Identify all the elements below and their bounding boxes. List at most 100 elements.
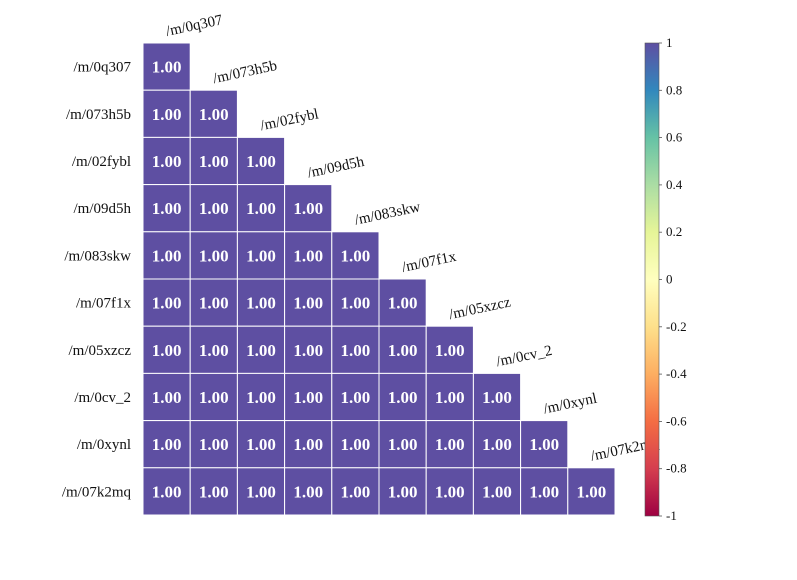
heatmap-cell xyxy=(142,325,191,374)
cell-value-label: 1.00 xyxy=(293,388,323,407)
cell-value-label: 1.00 xyxy=(388,435,418,454)
cell-value-label: 1.00 xyxy=(341,294,371,313)
row-label-m-0xynl: /m/0xynl xyxy=(77,437,131,453)
colorbar-tick-label: -0.2 xyxy=(666,319,687,334)
colorbar-tick-label: -1 xyxy=(666,508,677,523)
heatmap-cell xyxy=(331,278,380,327)
cell-value-label: 1.00 xyxy=(199,435,229,454)
cell-value-label: 1.00 xyxy=(199,482,229,501)
row-label-m-07k2mq: /m/07k2mq xyxy=(62,484,132,500)
heatmap-cell xyxy=(520,420,569,469)
colorbar-tick-label: 0.2 xyxy=(666,224,682,239)
colorbar-tick-label: 0.4 xyxy=(666,177,683,192)
cell-value-label: 1.00 xyxy=(199,388,229,407)
heatmap-cell xyxy=(378,420,427,469)
cell-value-label: 1.00 xyxy=(152,152,182,171)
cell-value-label: 1.00 xyxy=(199,341,229,360)
heatmap-cell xyxy=(378,467,427,516)
heatmap-cell xyxy=(331,467,380,516)
cell-value-label: 1.00 xyxy=(293,199,323,218)
heatmap-cell xyxy=(189,184,238,233)
cell-value-label: 1.00 xyxy=(388,482,418,501)
cell-value-label: 1.00 xyxy=(293,294,323,313)
row-label-m-09d5h: /m/09d5h xyxy=(73,201,131,217)
cell-value-label: 1.00 xyxy=(199,105,229,124)
column-label-m-0q307: /m/0q307 xyxy=(165,12,225,40)
heatmap-cell xyxy=(284,467,333,516)
heatmap-cell xyxy=(425,325,474,374)
heatmap-cells: 1.00 1.00 1.00 1.00 1.00 1.00 1.00 1.00 1.00 1.00… xyxy=(142,42,616,516)
heatmap-cell xyxy=(189,89,238,138)
heatmap-cell xyxy=(189,231,238,280)
heatmap-cell xyxy=(284,420,333,469)
colorbar-tick-label: -0.4 xyxy=(666,366,687,381)
cell-value-label: 1.00 xyxy=(341,341,371,360)
cell-value-label: 1.00 xyxy=(246,435,276,454)
heatmap-cell xyxy=(236,420,286,469)
row-label-m-0q307: /m/0q307 xyxy=(73,60,131,76)
cell-value-label: 1.00 xyxy=(246,388,276,407)
column-label-m-05xzcz: /m/05xzcz xyxy=(448,294,513,323)
cell-value-label: 1.00 xyxy=(482,435,512,454)
cell-value-label: 1.00 xyxy=(199,152,229,171)
column-label-m-0cv-2: /m/0cv_2 xyxy=(495,343,554,370)
heatmap-cell xyxy=(142,420,191,469)
column-label-m-0xynl: /m/0xynl xyxy=(542,391,598,418)
heatmap-cell xyxy=(236,467,286,516)
colorbar-tick-label: -0.8 xyxy=(666,461,687,476)
cell-value-label: 1.00 xyxy=(293,246,323,265)
heatmap-cell xyxy=(236,136,286,186)
heatmap-cell xyxy=(142,278,191,327)
cell-value-label: 1.00 xyxy=(435,482,465,501)
cell-value-label: 1.00 xyxy=(577,482,607,501)
cell-value-label: 1.00 xyxy=(246,341,276,360)
row-label-m-07f1x: /m/07f1x xyxy=(76,296,131,312)
cell-value-label: 1.00 xyxy=(152,482,182,501)
row-label-m-073h5b: /m/073h5b xyxy=(66,107,131,123)
column-label-m-083skw: /m/083skw xyxy=(353,199,422,229)
colorbar-tick-label: 0 xyxy=(666,272,673,287)
heatmap-cell xyxy=(142,372,191,422)
heatmap-cell xyxy=(284,231,333,280)
colorbar-gradient xyxy=(644,42,660,517)
cell-value-label: 1.00 xyxy=(152,105,182,124)
cell-value-label: 1.00 xyxy=(529,435,559,454)
cell-value-label: 1.00 xyxy=(199,294,229,313)
heatmap-cell xyxy=(189,325,238,374)
cell-value-label: 1.00 xyxy=(246,246,276,265)
column-label-m-07f1x: /m/07f1x xyxy=(401,249,459,276)
heatmap-cell xyxy=(142,42,191,91)
cell-value-label: 1.00 xyxy=(152,58,182,77)
row-label-m-05xzcz: /m/05xzcz xyxy=(69,343,132,359)
heatmap-cell xyxy=(520,467,569,516)
colorbar: 1 0.8 0.6 0.4 0.2 0 -0.2 -0.4 -0.6 -0.8 -1 xyxy=(644,35,687,523)
column-label-m-073h5b: /m/073h5b xyxy=(212,58,279,87)
colorbar-tick-label: 0.6 xyxy=(666,130,683,145)
cell-value-label: 1.00 xyxy=(246,152,276,171)
cell-value-label: 1.00 xyxy=(246,294,276,313)
heatmap-cell xyxy=(472,467,522,516)
heatmap-cell xyxy=(284,184,333,233)
cell-value-label: 1.00 xyxy=(341,246,371,265)
cell-value-label: 1.00 xyxy=(482,388,512,407)
row-labels: /m/0q307/m/073h5b/m/02fybl/m/09d5h/m/083… xyxy=(62,60,132,501)
cell-value-label: 1.00 xyxy=(152,435,182,454)
heatmap-cell xyxy=(236,372,286,422)
heatmap-cell xyxy=(284,278,333,327)
cell-value-label: 1.00 xyxy=(388,341,418,360)
column-label-m-09d5h: /m/09d5h xyxy=(306,154,366,182)
cell-value-label: 1.00 xyxy=(199,199,229,218)
column-label-m-02fybl: /m/02fybl xyxy=(259,106,320,134)
cell-value-label: 1.00 xyxy=(199,246,229,265)
heatmap-cell xyxy=(236,278,286,327)
row-label-m-02fybl: /m/02fybl xyxy=(72,154,131,170)
cell-value-label: 1.00 xyxy=(388,388,418,407)
heatmap-cell xyxy=(189,278,238,327)
heatmap-cell xyxy=(378,278,427,327)
row-label-m-083skw: /m/083skw xyxy=(64,248,131,264)
heatmap-cell xyxy=(142,89,191,138)
cell-value-label: 1.00 xyxy=(341,482,371,501)
row-label-m-0cv-2: /m/0cv_2 xyxy=(74,390,131,406)
colorbar-tick-label: 0.8 xyxy=(666,82,682,97)
